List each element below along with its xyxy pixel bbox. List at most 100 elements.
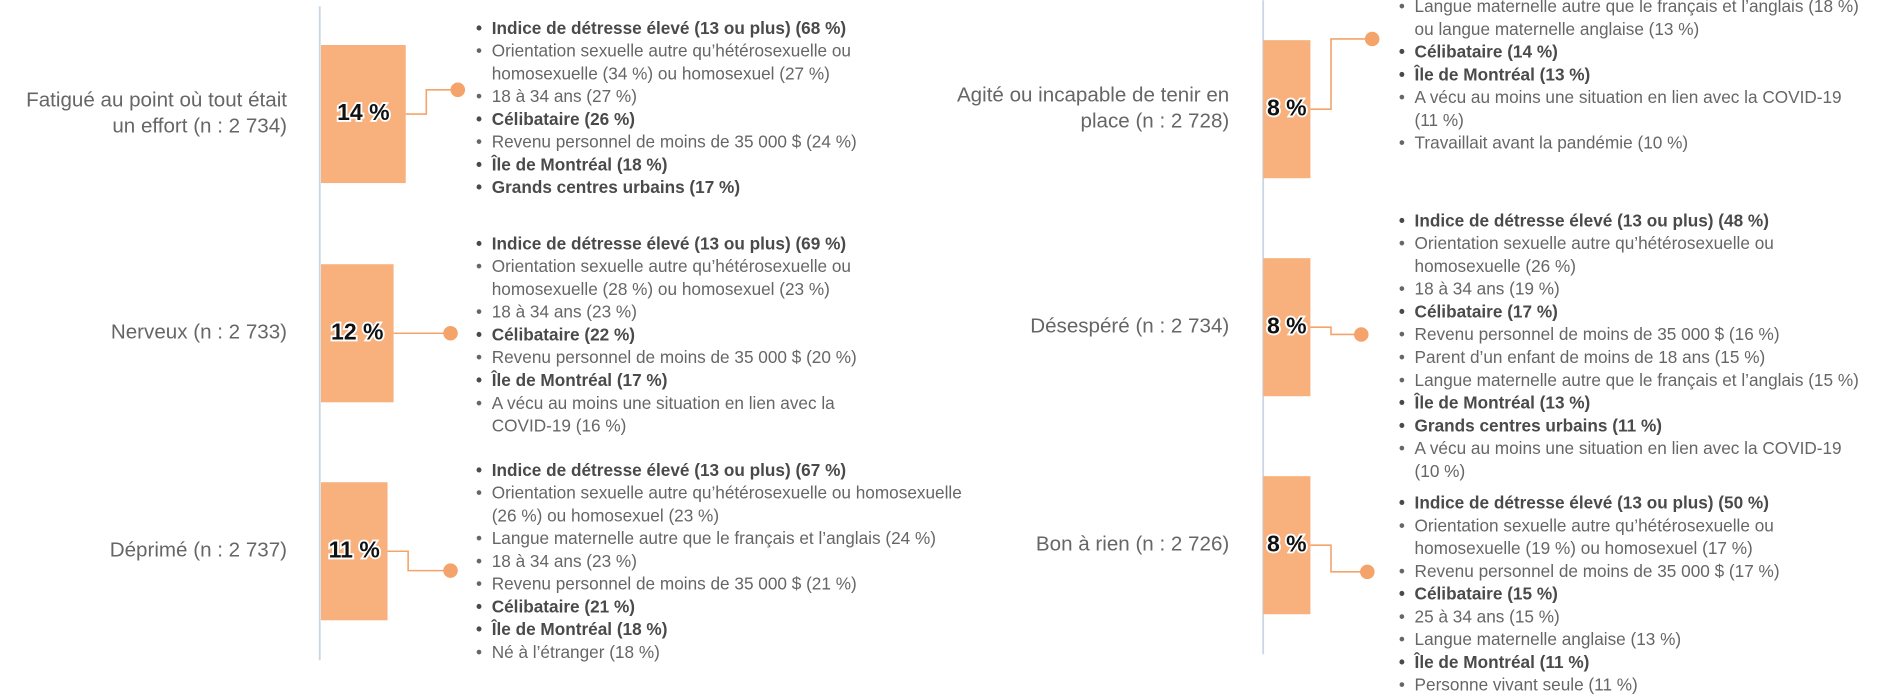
bullet-text: Indice de détresse élevé (13 ou plus) (6… — [492, 18, 846, 38]
bullet-text: A vécu au moins une situation en lien av… — [1415, 438, 1842, 458]
bullet-text: Célibataire (26 %) — [492, 109, 635, 129]
bullet-text: Célibataire (17 %) — [1415, 301, 1558, 321]
bullet: • — [476, 86, 482, 106]
bullet-text: Né à l’étranger (18 %) — [492, 642, 660, 662]
bullet: • — [1399, 347, 1405, 367]
connector-dot — [1364, 31, 1380, 47]
value-box — [320, 264, 394, 403]
bullet: • — [476, 109, 482, 129]
connector-dot — [1354, 327, 1369, 342]
bullet: • — [476, 460, 482, 480]
bullet-text: homosexuelle (19 %) ou homosexuel (17 %) — [1415, 538, 1753, 558]
bullet: • — [1399, 0, 1405, 16]
bullet: • — [476, 393, 482, 413]
bullet: • — [1399, 324, 1405, 344]
value-label: 8 % — [1267, 312, 1307, 338]
row-label: Bon à rien (n : 2 726) — [1036, 533, 1229, 556]
bullet-text: Célibataire (21 %) — [492, 596, 635, 616]
bullet: • — [1399, 415, 1405, 435]
bullet: • — [1399, 675, 1405, 695]
connector-dot — [450, 82, 466, 98]
value-label: 8 % — [1267, 530, 1307, 556]
bullet-text: 25 à 34 ans (15 %) — [1415, 606, 1560, 626]
bullet-text: COVID-19 (16 %) — [492, 416, 627, 436]
bullet-text: Orientation sexuelle autre qu’hétérosexu… — [1415, 515, 1774, 535]
connector — [405, 89, 458, 115]
bullet: • — [476, 256, 482, 276]
value-box — [1263, 40, 1311, 179]
row-label: Agité ou incapable de tenir en — [957, 84, 1229, 107]
bullet-text: Revenu personnel de moins de 35 000 $ (2… — [492, 132, 857, 152]
bullet-text: Île de Montréal (18 %) — [491, 154, 668, 174]
bullet-text: 18 à 34 ans (19 %) — [1415, 279, 1560, 299]
bullet: • — [1399, 233, 1405, 253]
bullet-text: Parent d’un enfant de moins de 18 ans (1… — [1415, 347, 1766, 367]
value-box — [320, 482, 388, 621]
row-label: Désespéré (n : 2 734) — [1030, 315, 1229, 338]
bullet-text: Célibataire (14 %) — [1415, 42, 1558, 62]
bullet-text: A vécu au moins une situation en lien av… — [492, 393, 835, 413]
bullet: • — [476, 132, 482, 152]
bullet-text: Île de Montréal (18 %) — [491, 619, 668, 639]
connector — [387, 550, 451, 572]
bullet-text: Indice de détresse élevé (13 ou plus) (4… — [1415, 210, 1769, 230]
bullet-text: Revenu personnel de moins de 35 000 $ (1… — [1415, 561, 1780, 581]
bullet: • — [1399, 393, 1405, 413]
row-label: Déprimé (n : 2 737) — [110, 539, 287, 562]
bullet-text: Île de Montréal (13 %) — [1414, 393, 1591, 413]
row-label: place (n : 2 728) — [1081, 110, 1230, 133]
bullet: • — [476, 528, 482, 548]
bullet: • — [1399, 370, 1405, 390]
bullet: • — [1399, 133, 1405, 153]
bullet-text: Personne vivant seule (11 %) — [1415, 675, 1638, 695]
bullet: • — [1399, 301, 1405, 321]
bullet-text: 18 à 34 ans (23 %) — [492, 551, 637, 571]
connector — [1310, 38, 1373, 110]
bullet: • — [476, 302, 482, 322]
bullet-text: Orientation sexuelle autre qu’hétérosexu… — [492, 41, 851, 61]
bullet: • — [476, 596, 482, 616]
bullet: • — [476, 483, 482, 503]
bullet: • — [476, 347, 482, 367]
bullet-text: Orientation sexuelle autre qu’hétérosexu… — [492, 256, 851, 276]
bullet: • — [1399, 606, 1405, 626]
bullet-text: Grands centres urbains (17 %) — [492, 177, 740, 197]
bullet: • — [476, 642, 482, 662]
bullet-text: ou langue maternelle anglaise (13 %) — [1415, 19, 1700, 39]
connector-dot — [1360, 564, 1375, 580]
row-label: un effort (n : 2 734) — [112, 115, 287, 138]
bullet-text: Île de Montréal (17 %) — [491, 370, 668, 390]
bullet: • — [476, 551, 482, 571]
bullet-text: 18 à 34 ans (23 %) — [492, 302, 637, 322]
bullet: • — [1399, 279, 1405, 299]
value-label: 14 % — [337, 99, 389, 125]
bullet: • — [476, 18, 482, 38]
bullet-text: Revenu personnel de moins de 35 000 $ (1… — [1415, 324, 1780, 344]
connector-dot — [443, 325, 458, 341]
value-box — [1263, 476, 1311, 615]
bullet-text: 18 à 34 ans (27 %) — [492, 86, 637, 106]
bullet-text: Revenu personnel de moins de 35 000 $ (2… — [492, 347, 857, 367]
bullet: • — [476, 233, 482, 253]
row-label: Nerveux (n : 2 733) — [111, 321, 287, 344]
bullet: • — [1399, 561, 1405, 581]
value-label: 12 % — [331, 318, 383, 344]
bullet: • — [1399, 42, 1405, 62]
bullet: • — [1399, 515, 1405, 535]
bullet: • — [476, 324, 482, 344]
bullet: • — [1399, 629, 1405, 649]
bullet: • — [476, 619, 482, 639]
bullet-text: (11 %) — [1415, 110, 1464, 130]
bullet-text: homosexuelle (26 %) — [1415, 256, 1576, 276]
bullet-text: Indice de détresse élevé (13 ou plus) (6… — [492, 233, 846, 253]
bullet-text: Célibataire (15 %) — [1415, 584, 1558, 604]
connector-dot — [443, 563, 458, 578]
bullet-text: A vécu au moins une situation en lien av… — [1415, 87, 1842, 107]
bullet: • — [1399, 64, 1405, 84]
bullet: • — [1399, 652, 1405, 672]
bullet-text: Langue maternelle autre que le français … — [492, 528, 936, 548]
bullet-text: Indice de détresse élevé (13 ou plus) (6… — [492, 460, 846, 480]
bullet: • — [1399, 87, 1405, 107]
bullet-text: Orientation sexuelle autre qu’hétérosexu… — [1415, 233, 1774, 253]
